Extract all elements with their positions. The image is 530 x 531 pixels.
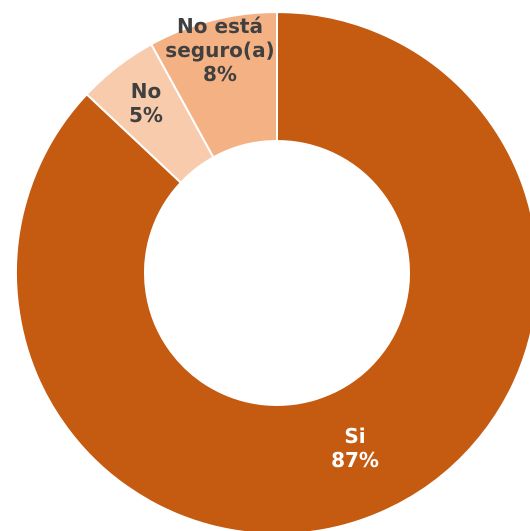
slice-si	[15, 10, 530, 531]
slice-no-esta-seguro-a	[149, 10, 278, 159]
data-label-no-category-line-0: No	[131, 79, 161, 103]
data-label-si: Si 87%	[331, 424, 379, 472]
data-label-no-esta-seguro-a-category-line-0: No está	[177, 14, 263, 38]
donut-slices	[15, 10, 530, 531]
data-label-no-esta-seguro-a: No está seguro(a) 8%	[165, 14, 274, 86]
data-label-no-esta-seguro-a-category-line-1: seguro(a)	[165, 38, 274, 62]
data-label-si-value: 87%	[331, 448, 379, 472]
data-label-no-esta-seguro-a-value: 8%	[203, 62, 237, 86]
data-label-si-category-line-0: Si	[344, 424, 365, 448]
data-label-no: No 5%	[129, 79, 163, 127]
data-label-no-value: 5%	[129, 103, 163, 127]
data-labels: Si 87%No 5%No está seguro(a) 8%	[129, 14, 379, 472]
